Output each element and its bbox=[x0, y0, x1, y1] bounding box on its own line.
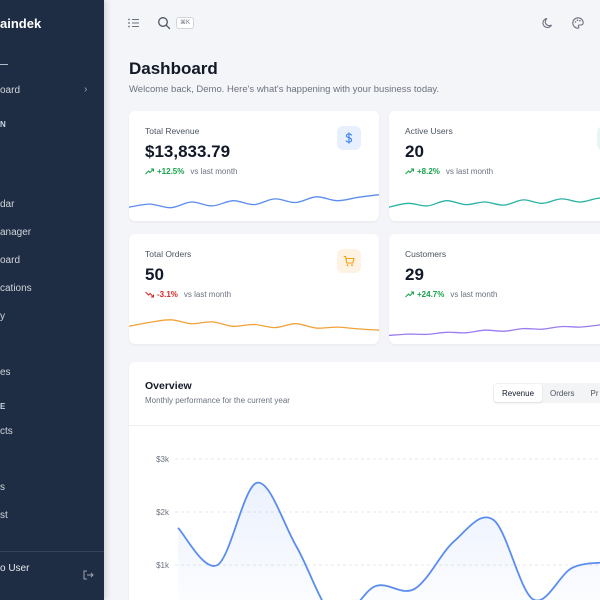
sparkline-series bbox=[389, 197, 600, 208]
moon-icon[interactable] bbox=[541, 16, 555, 30]
tab-orders[interactable]: Orders bbox=[550, 388, 575, 398]
revenue-sparkline bbox=[129, 194, 379, 209]
sidebar-item-es[interactable]: es bbox=[0, 362, 104, 382]
stat-trend: -3.1% vs last month bbox=[145, 290, 231, 299]
sidebar-item-label: cts bbox=[0, 425, 13, 437]
stat-trend-caption: vs last month bbox=[190, 167, 238, 176]
sidebar: aindek — oard › N dar anager oard cation… bbox=[0, 0, 104, 600]
series-line bbox=[177, 481, 600, 600]
sidebar-item-dashboard[interactable]: oard › bbox=[0, 80, 104, 100]
sidebar-section-marker: — bbox=[0, 60, 9, 69]
stat-card-total-orders[interactable]: Total Orders 50 -3.1% vs last month bbox=[129, 234, 379, 344]
stat-label: Customers bbox=[405, 249, 447, 259]
chevron-right-icon: › bbox=[84, 84, 88, 95]
sidebar-item-label: st bbox=[0, 509, 8, 521]
trend-down-icon bbox=[145, 291, 154, 298]
sparkline-series bbox=[389, 324, 600, 337]
overview-tabs: Revenue Orders Pr bbox=[493, 383, 600, 403]
users-sparkline bbox=[389, 197, 600, 208]
trend-up-icon bbox=[405, 291, 414, 298]
sidebar-item-calendar[interactable]: dar bbox=[0, 194, 104, 214]
brand-logo-text: aindek bbox=[0, 16, 42, 31]
y-tick-label: $1k bbox=[156, 561, 170, 570]
stat-value: 29 bbox=[405, 265, 424, 284]
search-shortcut-badge: ⌘K bbox=[176, 17, 195, 29]
sidebar-section-label: N bbox=[0, 120, 7, 129]
sidebar-item-notifications[interactable]: cations bbox=[0, 278, 104, 298]
stat-value: 20 bbox=[405, 142, 424, 161]
sidebar-item-y[interactable]: y bbox=[0, 306, 104, 326]
page-subtitle: Welcome back, Demo. Here's what's happen… bbox=[129, 84, 440, 95]
cart-icon bbox=[343, 255, 355, 267]
sidebar-item-manager[interactable]: anager bbox=[0, 222, 104, 242]
sidebar-item-label: oard bbox=[0, 254, 21, 266]
palette-icon[interactable] bbox=[571, 16, 585, 30]
tab-revenue[interactable]: Revenue bbox=[494, 384, 543, 402]
sidebar-item-label: oard bbox=[0, 84, 21, 96]
overview-title: Overview bbox=[145, 380, 192, 392]
sidebar-item-label: es bbox=[0, 366, 11, 378]
stat-trend-percent: +24.7% bbox=[417, 290, 445, 299]
stat-card-active-users[interactable]: Active Users 20 +8.2% vs last month bbox=[389, 111, 600, 221]
overview-chart: $3k $2k $1k bbox=[156, 455, 600, 600]
search-icon[interactable] bbox=[157, 16, 171, 30]
stat-value: 50 bbox=[145, 265, 164, 284]
overview-divider bbox=[129, 425, 600, 426]
trend-up-icon bbox=[405, 168, 414, 175]
stat-trend: +12.5% vs last month bbox=[145, 167, 238, 176]
stat-trend-percent: +12.5% bbox=[157, 167, 185, 176]
sidebar-item-products[interactable]: cts bbox=[0, 421, 104, 441]
stat-trend-caption: vs last month bbox=[450, 290, 498, 299]
stat-label: Total Revenue bbox=[145, 126, 200, 136]
sidebar-section-label: E bbox=[0, 402, 7, 411]
sparkline-series bbox=[129, 194, 379, 209]
logout-icon[interactable] bbox=[82, 569, 94, 581]
card-icon-badge bbox=[597, 126, 600, 150]
menu-icon[interactable] bbox=[127, 16, 141, 30]
stat-trend-caption: vs last month bbox=[183, 290, 232, 299]
sidebar-item-label: anager bbox=[0, 226, 32, 238]
stat-card-total-revenue[interactable]: Total Revenue $13,833.79 +12.5% vs last … bbox=[129, 111, 379, 221]
stat-value: $13,833.79 bbox=[145, 142, 231, 161]
sidebar-item-label: s bbox=[0, 481, 5, 493]
tab-products[interactable]: Pr bbox=[590, 388, 599, 398]
overview-subtitle: Monthly performance for the current year bbox=[145, 396, 290, 405]
customers-sparkline bbox=[389, 324, 600, 337]
stat-trend: +24.7% vs last month bbox=[405, 290, 498, 299]
stat-label: Total Orders bbox=[145, 249, 192, 259]
user-name[interactable]: o User bbox=[0, 563, 30, 574]
series-area bbox=[178, 482, 600, 600]
sidebar-item-label: dar bbox=[0, 198, 15, 210]
card-icon-badge bbox=[337, 249, 361, 273]
overview-panel: Overview Monthly performance for the cur… bbox=[129, 362, 600, 600]
y-tick-label: $2k bbox=[156, 508, 170, 517]
sidebar-item-label: y bbox=[0, 310, 5, 322]
orders-sparkline bbox=[129, 319, 379, 331]
stat-label: Active Users bbox=[405, 126, 453, 136]
sidebar-divider bbox=[0, 551, 104, 552]
y-tick-label: $3k bbox=[156, 455, 170, 464]
card-icon-badge bbox=[337, 126, 361, 150]
stat-trend-caption: vs last month bbox=[445, 167, 494, 176]
dollar-icon bbox=[345, 132, 353, 144]
sidebar-item-list[interactable]: st bbox=[0, 505, 104, 525]
stat-trend: +8.2% vs last month bbox=[405, 167, 493, 176]
sidebar-item-board[interactable]: oard bbox=[0, 250, 104, 270]
sidebar-item-s[interactable]: s bbox=[0, 477, 104, 497]
sparkline-series bbox=[129, 319, 379, 331]
stat-card-customers[interactable]: Customers 29 +24.7% vs last month bbox=[389, 234, 600, 344]
stat-trend-percent: -3.1% bbox=[157, 290, 178, 299]
page-title: Dashboard bbox=[129, 59, 218, 78]
stat-trend-percent: +8.2% bbox=[417, 167, 440, 176]
trend-up-icon bbox=[145, 168, 154, 175]
sidebar-item-label: cations bbox=[0, 282, 32, 294]
